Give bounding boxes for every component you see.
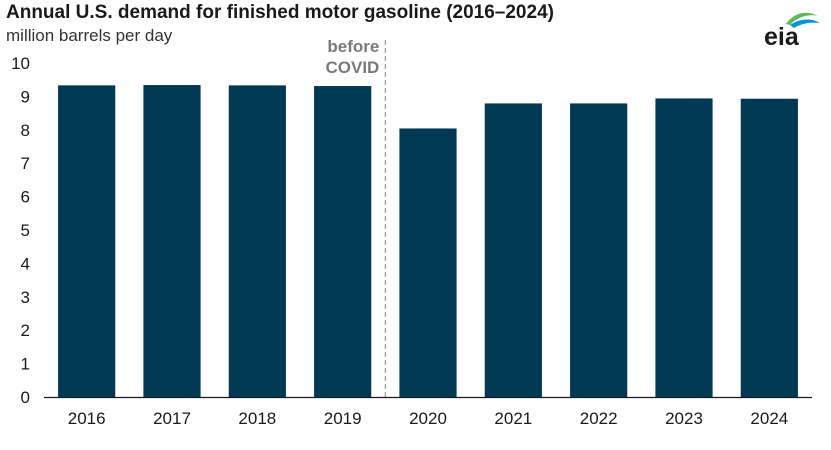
- y-tick-label: 8: [21, 121, 30, 140]
- y-tick-label: 1: [21, 355, 30, 374]
- chart-title: Annual U.S. demand for finished motor ga…: [6, 2, 554, 23]
- y-tick-label: 9: [21, 87, 30, 106]
- y-tick-label: 10: [11, 54, 30, 73]
- chart-subtitle: million barrels per day: [6, 26, 173, 45]
- y-tick-label: 0: [21, 388, 30, 407]
- bar-2021: [484, 103, 542, 397]
- x-tick-label: 2016: [68, 409, 106, 428]
- y-tick-label: 5: [21, 221, 30, 240]
- y-tick-label: 7: [21, 154, 30, 173]
- y-tick-label: 4: [21, 254, 30, 273]
- x-tick-label: 2022: [580, 409, 618, 428]
- bar-2022: [570, 103, 628, 397]
- before-covid-label: before: [327, 37, 379, 56]
- y-tick-label: 6: [21, 188, 30, 207]
- bar-2023: [655, 98, 713, 398]
- eia-logo: eia: [764, 12, 820, 50]
- logo-text: eia: [764, 23, 800, 50]
- bar-2016: [58, 85, 116, 398]
- bar-2024: [740, 98, 798, 397]
- x-tick-label: 2018: [238, 409, 276, 428]
- bar-2020: [399, 128, 457, 398]
- y-tick-label: 2: [21, 321, 30, 340]
- bar-2019: [314, 86, 372, 398]
- logo-swoosh-green: [786, 12, 818, 25]
- x-tick-label: 2020: [409, 409, 447, 428]
- x-tick-label: 2024: [750, 409, 788, 428]
- x-tick-label: 2017: [153, 409, 191, 428]
- y-tick-label: 3: [21, 288, 30, 307]
- x-tick-label: 2023: [665, 409, 703, 428]
- x-tick-label: 2019: [324, 409, 362, 428]
- bar-2017: [143, 85, 201, 397]
- bar-2018: [228, 85, 286, 398]
- x-tick-label: 2021: [494, 409, 532, 428]
- before-covid-label: COVID: [325, 58, 379, 77]
- logo-swoosh-blue: [790, 19, 820, 28]
